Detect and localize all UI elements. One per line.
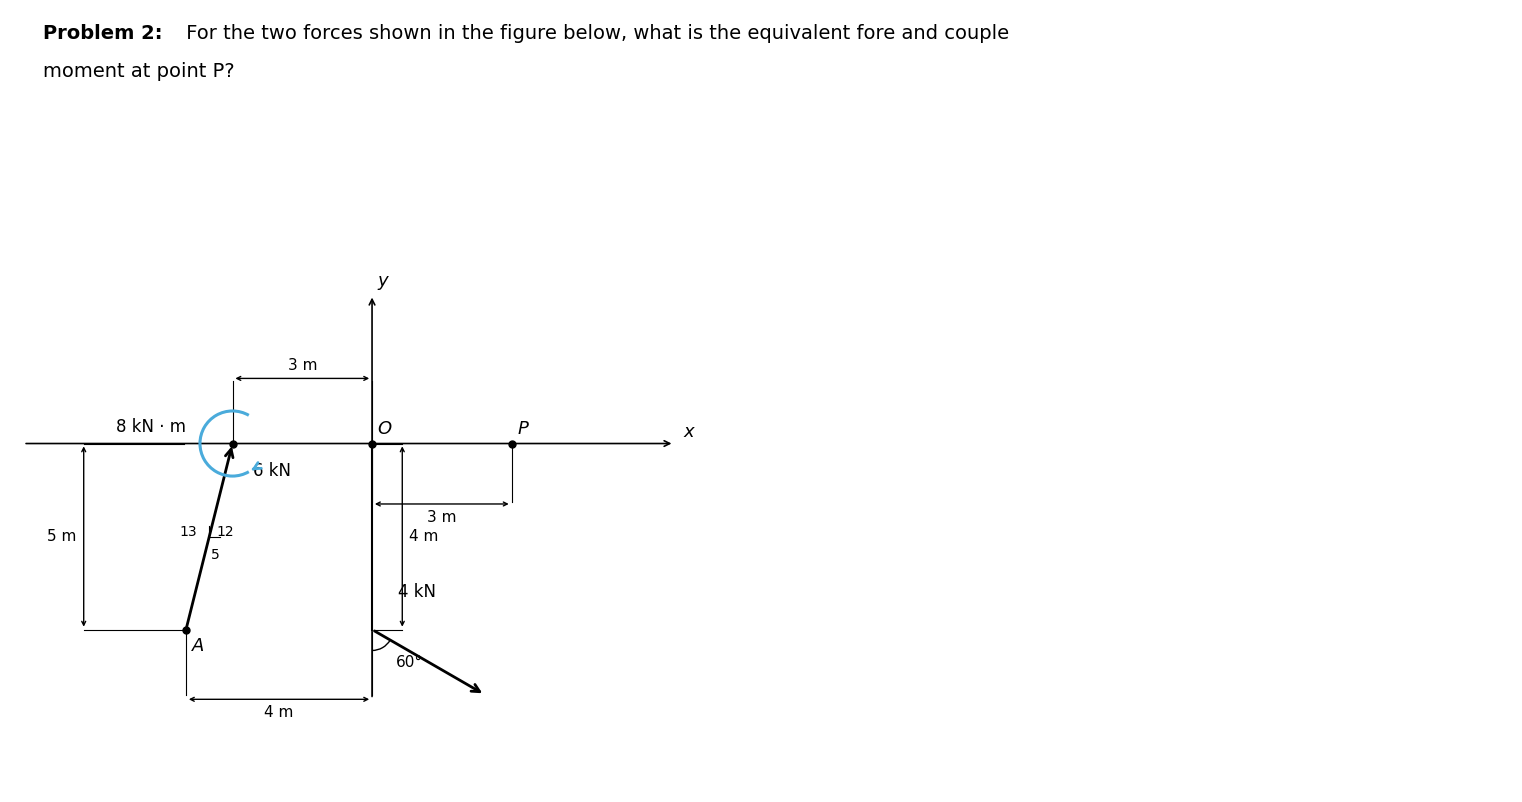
Text: 6 kN: 6 kN bbox=[254, 463, 291, 480]
Text: O: O bbox=[377, 420, 391, 438]
Text: 3 m: 3 m bbox=[428, 509, 457, 525]
Text: 60°: 60° bbox=[396, 655, 423, 670]
Text: 8 kN · m: 8 kN · m bbox=[116, 419, 186, 436]
Text: P: P bbox=[517, 420, 528, 438]
Text: 5: 5 bbox=[210, 548, 219, 562]
Text: 4 kN: 4 kN bbox=[397, 583, 435, 602]
Text: For the two forces shown in the figure below, what is the equivalent fore and co: For the two forces shown in the figure b… bbox=[180, 24, 1009, 43]
Text: 4 m: 4 m bbox=[409, 529, 438, 544]
Text: 5 m: 5 m bbox=[47, 529, 76, 544]
Text: Problem 2:: Problem 2: bbox=[43, 24, 163, 43]
Text: x: x bbox=[683, 423, 694, 441]
Text: A: A bbox=[192, 637, 204, 654]
Text: 12: 12 bbox=[216, 525, 234, 539]
Text: 13: 13 bbox=[180, 525, 198, 539]
Text: y: y bbox=[377, 272, 388, 290]
Text: 4 m: 4 m bbox=[265, 705, 294, 720]
Text: moment at point P?: moment at point P? bbox=[43, 62, 234, 81]
Text: 3 m: 3 m bbox=[288, 358, 317, 373]
